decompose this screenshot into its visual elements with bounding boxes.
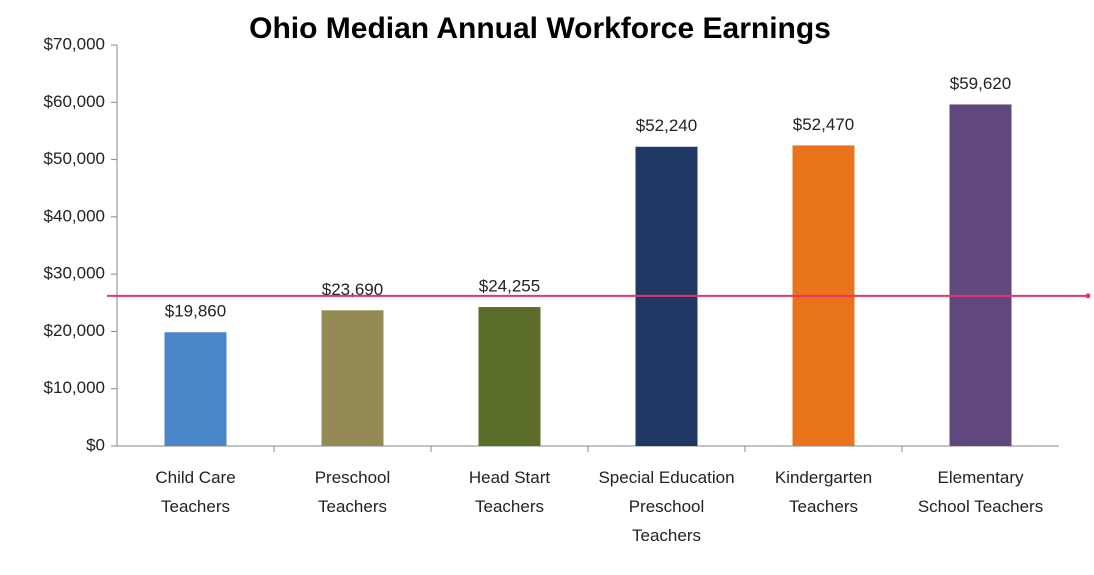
y-tick-label: $20,000 — [44, 321, 105, 340]
reference-line-end — [1085, 293, 1091, 299]
y-tick-label: $40,000 — [44, 206, 105, 225]
y-tick-label: $0 — [86, 435, 105, 454]
value-label: $52,240 — [636, 116, 697, 135]
x-tick-label: Child Care Teachers — [155, 468, 236, 516]
value-label: $24,255 — [479, 277, 540, 296]
y-tick-label: $50,000 — [44, 149, 105, 168]
value-label: $19,860 — [165, 302, 226, 321]
value-label: $23,690 — [322, 280, 383, 299]
value-label: $52,470 — [793, 115, 854, 134]
bar — [949, 104, 1012, 446]
bar — [478, 307, 541, 446]
y-tick-label: $10,000 — [44, 378, 105, 397]
y-tick-label: $30,000 — [44, 264, 105, 283]
y-tick-label: $60,000 — [44, 92, 105, 111]
x-tick-label: Head Start Teachers — [468, 468, 551, 516]
chart-title: Ohio Median Annual Workforce Earnings — [249, 12, 831, 45]
bar — [321, 310, 384, 446]
x-tick-label: Special Education Preschool Teachers — [598, 468, 735, 545]
y-tick-label: $70,000 — [44, 34, 105, 53]
x-tick-label: Elementary School Teachers — [917, 468, 1044, 516]
value-label: $59,620 — [950, 74, 1011, 93]
x-tick-label: Preschool Teachers — [314, 468, 391, 516]
bar — [164, 332, 227, 446]
x-tick-label: Kindergarten Teachers — [774, 468, 873, 516]
